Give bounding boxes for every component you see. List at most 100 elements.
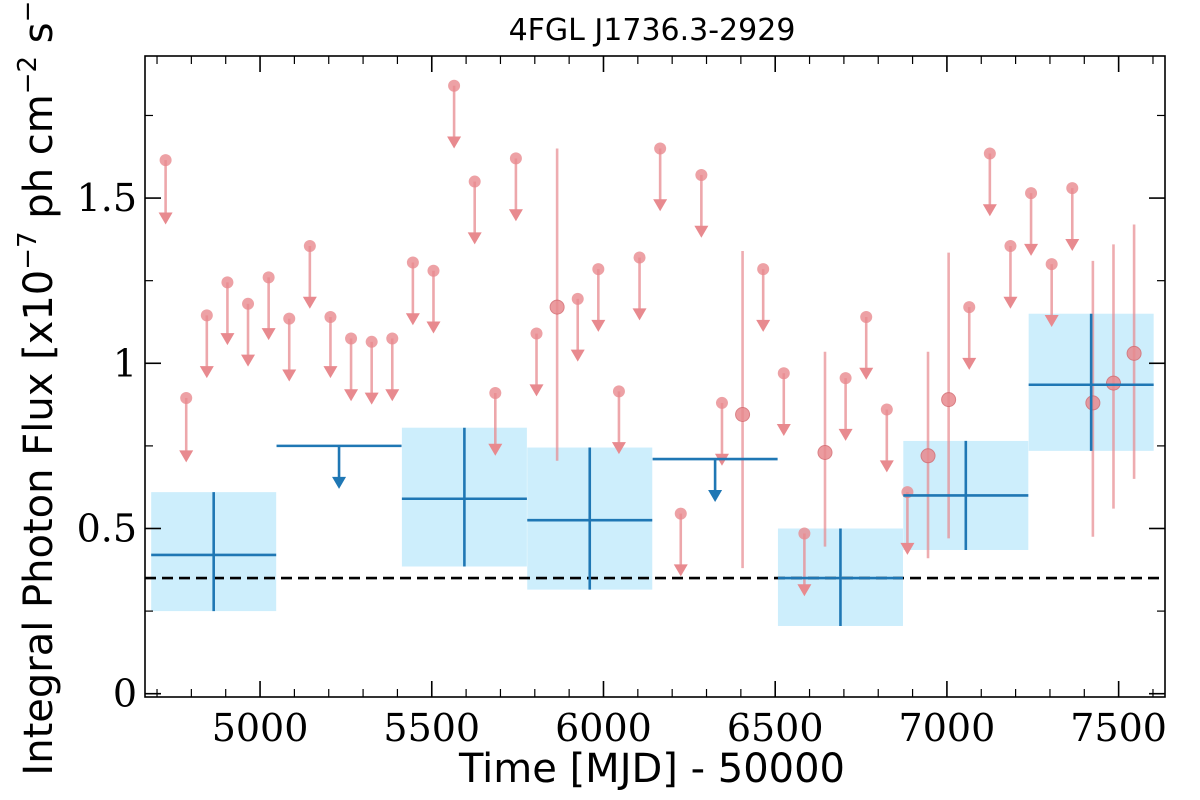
y-axis-label-exponent: −7 <box>13 231 43 269</box>
upper-limit-marker <box>242 297 255 310</box>
upper-limit-arrowhead <box>508 209 523 222</box>
upper-limit-arrowhead <box>1044 314 1059 327</box>
x-tick-label: 7000 <box>899 706 996 750</box>
upper-limit-arrowhead <box>838 428 853 441</box>
upper-limit-arrowhead <box>962 357 977 370</box>
upper-limit-arrowhead <box>1065 238 1080 251</box>
y-tick-label: 0.5 <box>77 506 137 550</box>
upper-limit-arrowhead <box>179 450 194 463</box>
upper-limit-marker <box>1004 239 1017 252</box>
upper-limit-arrowhead <box>756 319 771 332</box>
upper-limit-marker <box>715 396 728 409</box>
upper-limit-arrowhead <box>570 349 585 362</box>
chart-title: 4FGL J1736.3-2929 <box>509 13 796 48</box>
upper-limit-arrowhead <box>611 442 626 455</box>
upper-limit-arrowhead <box>302 296 317 309</box>
upper-limit-marker <box>468 175 481 188</box>
upper-limit-marker <box>592 263 605 276</box>
upper-limit-marker <box>180 391 193 404</box>
upper-limit-arrowhead <box>467 232 482 245</box>
x-axis-label: Time [MJD] - 50000 <box>458 746 845 792</box>
upper-limit-arrowhead <box>673 564 688 577</box>
upper-limit-arrowhead <box>447 136 462 149</box>
upper-limit-arrowhead <box>653 199 668 212</box>
upper-limit-marker <box>530 327 543 340</box>
upper-limit-arrowhead <box>797 584 812 597</box>
x-tick-label: 6500 <box>727 706 824 750</box>
long-bin-layer <box>151 313 1154 626</box>
upper-limit-marker <box>283 312 296 325</box>
plot-frame <box>144 55 1166 698</box>
upper-limit-marker <box>345 332 358 345</box>
short-bin-point <box>1085 395 1101 411</box>
y-tick-label: 1.5 <box>77 176 137 220</box>
upper-limit-arrowhead <box>199 366 214 379</box>
x-tick-label: 5500 <box>383 706 480 750</box>
upper-limit-marker <box>386 332 399 345</box>
upper-limit-arrowhead <box>364 392 379 405</box>
upper-limit-arrowhead <box>694 225 709 238</box>
y-tick-label: 0 <box>113 672 137 716</box>
upper-limit-arrowhead <box>405 313 420 326</box>
upper-limit-marker <box>839 372 852 385</box>
upper-limit-marker <box>324 311 337 324</box>
upper-limit-marker <box>860 311 873 324</box>
y-axis-label-part: s <box>16 22 62 56</box>
upper-limit-marker <box>200 309 213 322</box>
x-tick-label: 5000 <box>212 706 309 750</box>
short-bin-point <box>549 299 565 315</box>
upper-limit-arrowhead <box>776 423 791 436</box>
y-axis-label-part: ph cm <box>16 94 62 231</box>
upper-limit-marker <box>880 403 893 416</box>
x-tick-label: 7500 <box>1070 706 1167 750</box>
upper-limit-marker <box>983 147 996 160</box>
upper-limit-marker <box>633 251 646 264</box>
upper-limit-marker <box>1045 258 1058 271</box>
upper-limit-marker <box>159 154 172 167</box>
upper-limit-marker <box>695 168 708 181</box>
upper-limit-arrowhead <box>591 319 606 332</box>
y-axis-label: Integral Photon Flux [x10−7 ph cm−2 s−1] <box>13 0 62 776</box>
upper-limit-marker <box>509 152 522 165</box>
short-bin-point <box>920 448 936 464</box>
y-axis-label-exponent: −1 <box>13 0 43 22</box>
upper-limit-marker <box>963 301 976 314</box>
upper-limit-marker <box>757 263 770 276</box>
short-bin-point <box>941 392 957 408</box>
upper-limit-marker <box>221 276 234 289</box>
upper-limit-marker <box>1066 182 1079 195</box>
axis-ticks-layer: 5000 5500 6000 6500 7000 7500 0 0.5 1 1.5 <box>77 56 1167 750</box>
y-axis-label-exponent: −2 <box>13 56 43 94</box>
upper-limit-marker <box>798 527 811 540</box>
upper-limit-arrowhead <box>879 460 894 473</box>
long-bin-upper-limit-arrowhead <box>332 476 347 489</box>
upper-limit-arrowhead <box>632 308 647 321</box>
y-tick-label: 1 <box>113 341 137 385</box>
upper-limit-marker <box>303 239 316 252</box>
short-bin-point <box>735 406 751 422</box>
upper-limit-arrowhead <box>859 367 874 380</box>
upper-limit-arrowhead <box>1003 296 1018 309</box>
upper-limit-arrowhead <box>344 389 359 402</box>
upper-limit-marker <box>262 271 275 284</box>
upper-limit-marker <box>674 507 687 520</box>
upper-limit-arrowhead <box>241 354 256 367</box>
short-bin-point <box>1105 375 1121 391</box>
long-bin-upper-limit-arrowhead <box>708 490 723 503</box>
upper-limit-marker <box>427 264 440 277</box>
upper-limit-marker <box>365 335 378 348</box>
upper-limit-arrowhead <box>158 212 173 225</box>
upper-limit-marker <box>489 387 502 400</box>
upper-limit-arrowhead <box>220 333 235 346</box>
upper-limit-marker <box>1025 187 1038 200</box>
upper-limit-arrowhead <box>982 204 997 217</box>
short-bin-layer <box>158 79 1142 597</box>
upper-limit-arrowhead <box>323 366 338 379</box>
upper-limit-arrowhead <box>900 542 915 555</box>
upper-limit-marker <box>448 79 461 92</box>
upper-limit-arrowhead <box>261 328 276 341</box>
upper-limit-marker <box>571 292 584 305</box>
upper-limit-marker <box>654 142 667 155</box>
upper-limit-arrowhead <box>1024 243 1039 256</box>
